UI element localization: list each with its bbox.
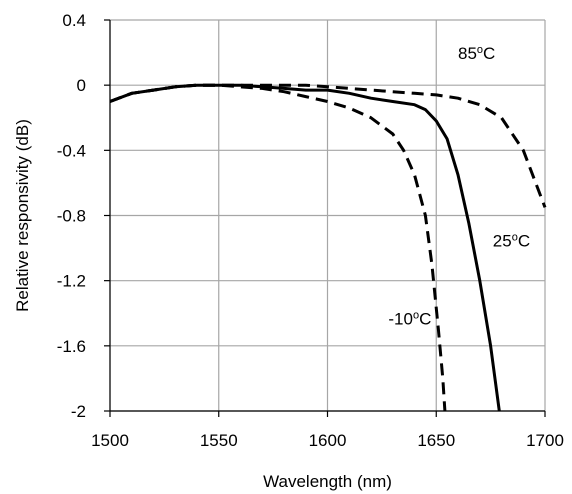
series-label-1: 25oC xyxy=(493,231,530,250)
y-tick-label: -1.6 xyxy=(57,337,86,356)
plot-frame xyxy=(104,19,546,417)
y-tick-label: -0.8 xyxy=(57,207,86,226)
y-tick-label: 0 xyxy=(77,76,86,95)
x-tick-label: 1650 xyxy=(417,431,455,450)
x-tick-label: 1700 xyxy=(526,431,564,450)
y-axis-title: Relative responsivity (dB) xyxy=(13,119,32,312)
y-tick-label: -1.2 xyxy=(57,272,86,291)
annotations: 85oC 25oC -10oC xyxy=(388,44,530,329)
y-tick-label: 0.4 xyxy=(62,11,86,30)
x-tick-label: 1500 xyxy=(91,431,129,450)
y-tick-labels: 0.4 0 -0.4 -0.8 -1.2 -1.6 -2 xyxy=(57,11,86,421)
x-tick-labels: 1500 1550 1600 1650 1700 xyxy=(91,431,564,450)
series-line-2 xyxy=(109,83,447,412)
x-tick-label: 1550 xyxy=(200,431,238,450)
series-group xyxy=(109,83,547,412)
series-line-0 xyxy=(109,83,547,208)
x-tick-label: 1600 xyxy=(309,431,347,450)
x-axis-title: Wavelength (nm) xyxy=(263,472,392,491)
y-tick-label: -2 xyxy=(71,402,86,421)
series-line-1 xyxy=(109,83,501,412)
series-label-2: -10oC xyxy=(388,310,431,329)
y-tick-label: -0.4 xyxy=(57,141,86,160)
grid xyxy=(109,19,546,412)
series-label-0: 85oC xyxy=(458,44,495,63)
